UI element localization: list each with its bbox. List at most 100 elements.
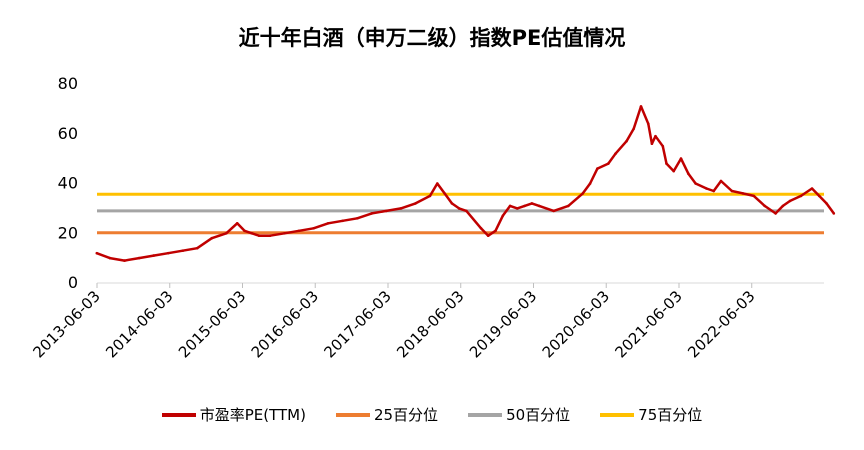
x-tick-label: 2017-06-03 bbox=[320, 287, 394, 361]
y-tick-label: 0 bbox=[68, 273, 78, 292]
data-point bbox=[210, 236, 214, 240]
y-tick-label: 40 bbox=[58, 174, 78, 193]
data-point bbox=[687, 172, 690, 175]
legend-label: 50百分位 bbox=[506, 406, 571, 424]
data-point bbox=[741, 192, 745, 195]
data-point bbox=[694, 182, 697, 185]
data-point bbox=[832, 212, 836, 215]
data-point bbox=[632, 127, 635, 131]
legend: 市盈率PE(TTM) 25百分位 50百分位 75百分位 bbox=[0, 404, 864, 425]
y-tick-label: 80 bbox=[58, 74, 78, 93]
legend-item: 25百分位 bbox=[335, 404, 439, 425]
data-point bbox=[436, 182, 439, 185]
data-point bbox=[166, 251, 170, 255]
x-tick-label: 2016-06-03 bbox=[248, 287, 322, 361]
data-point bbox=[607, 162, 610, 165]
data-point bbox=[501, 214, 505, 218]
data-point bbox=[443, 192, 446, 195]
data-point bbox=[486, 234, 490, 237]
data-point bbox=[665, 162, 668, 165]
data-point bbox=[195, 246, 199, 250]
data-point bbox=[774, 212, 777, 215]
legend-item: 市盈率PE(TTM) bbox=[161, 404, 306, 425]
x-tick-label: 2015-06-03 bbox=[175, 287, 249, 361]
data-point bbox=[730, 189, 734, 193]
data-point bbox=[181, 249, 184, 252]
data-point bbox=[552, 209, 555, 213]
legend-swatch bbox=[600, 412, 635, 417]
data-point bbox=[370, 212, 374, 215]
data-point bbox=[810, 187, 814, 190]
data-point bbox=[614, 152, 617, 155]
data-point bbox=[581, 192, 585, 195]
data-point bbox=[650, 142, 654, 145]
data-point bbox=[508, 204, 512, 208]
data-point bbox=[465, 209, 468, 213]
data-point bbox=[719, 179, 723, 183]
data-point bbox=[537, 204, 541, 208]
data-point bbox=[712, 189, 715, 193]
data-point bbox=[647, 122, 650, 126]
data-point bbox=[137, 256, 141, 260]
x-tick-label: 2014-06-03 bbox=[102, 287, 176, 361]
data-point bbox=[567, 204, 570, 208]
data-point bbox=[825, 202, 828, 205]
data-point bbox=[781, 204, 785, 208]
data-point bbox=[414, 202, 417, 205]
x-tick-label: 2022-06-03 bbox=[684, 287, 758, 361]
data-point bbox=[235, 222, 239, 225]
x-tick-label: 2018-06-03 bbox=[393, 287, 467, 361]
data-point bbox=[788, 199, 792, 203]
data-point bbox=[123, 259, 126, 262]
data-point bbox=[399, 207, 403, 210]
x-tick-label: 2019-06-03 bbox=[466, 287, 540, 361]
data-point bbox=[326, 222, 330, 225]
data-point bbox=[752, 194, 756, 198]
data-point bbox=[494, 229, 497, 233]
series-line-pe bbox=[96, 105, 835, 262]
x-tick-label: 2013-06-03 bbox=[29, 287, 103, 361]
data-point bbox=[817, 194, 821, 198]
data-point bbox=[625, 139, 628, 143]
data-point bbox=[243, 229, 246, 233]
data-point bbox=[257, 234, 261, 237]
data-point bbox=[95, 251, 99, 255]
data-point bbox=[341, 219, 345, 223]
legend-label: 市盈率PE(TTM) bbox=[199, 406, 306, 424]
chart-title: 近十年白酒（申万二级）指数PE估值情况 bbox=[238, 26, 626, 50]
data-point bbox=[385, 209, 388, 213]
data-point bbox=[450, 202, 454, 205]
data-point bbox=[297, 229, 301, 233]
data-point bbox=[654, 134, 657, 138]
legend-label: 25百分位 bbox=[373, 406, 439, 424]
legend-swatch bbox=[468, 412, 503, 417]
data-point bbox=[283, 232, 286, 235]
data-point bbox=[799, 194, 803, 198]
legend-swatch bbox=[335, 412, 370, 417]
data-point bbox=[596, 167, 599, 170]
data-point bbox=[661, 144, 665, 148]
data-point bbox=[672, 169, 675, 173]
data-point bbox=[457, 207, 461, 210]
data-point bbox=[356, 217, 359, 220]
legend-item: 50百分位 bbox=[468, 404, 570, 425]
data-point bbox=[428, 194, 432, 198]
data-point bbox=[225, 232, 228, 235]
data-point bbox=[588, 182, 592, 185]
x-tick-label: 2020-06-03 bbox=[539, 287, 613, 361]
data-point bbox=[763, 204, 766, 208]
legend-swatch bbox=[161, 412, 196, 417]
data-point bbox=[250, 232, 254, 235]
data-point bbox=[530, 202, 534, 205]
data-point bbox=[312, 227, 315, 230]
x-tick-label: 2021-06-03 bbox=[611, 287, 685, 361]
data-point bbox=[516, 207, 519, 210]
legend-label: 75百分位 bbox=[638, 406, 703, 424]
y-tick-label: 60 bbox=[58, 124, 78, 143]
legend-item: 75百分位 bbox=[600, 404, 702, 425]
data-point bbox=[268, 234, 272, 237]
data-point bbox=[705, 187, 708, 190]
data-point bbox=[523, 204, 526, 208]
data-point bbox=[479, 227, 483, 230]
